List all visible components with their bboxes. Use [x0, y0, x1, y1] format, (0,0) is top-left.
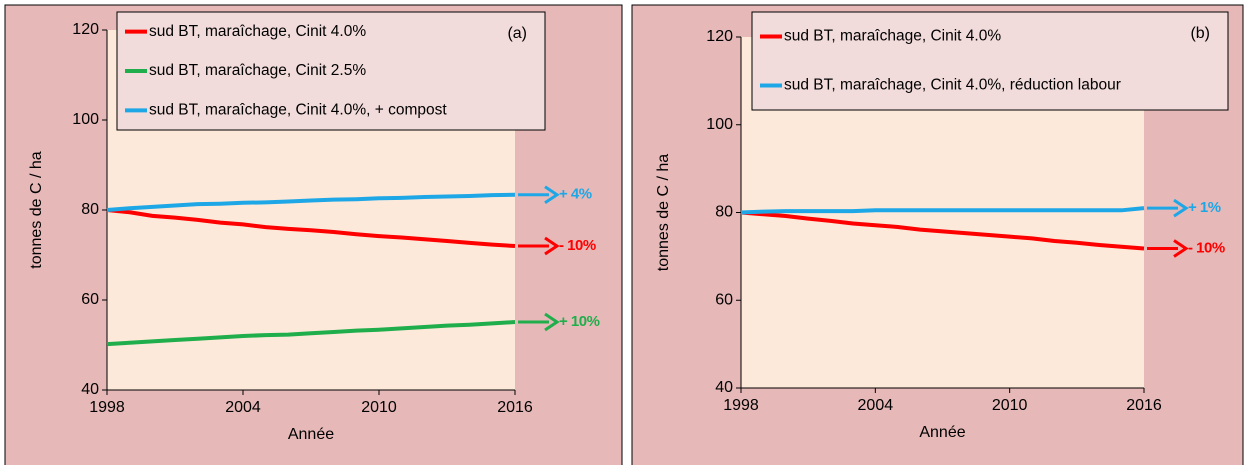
x-tick-label: 2010: [992, 397, 1028, 414]
y-tick-label: 40: [715, 379, 733, 396]
end-label: + 1%: [1188, 199, 1221, 216]
series-line: [106, 192, 516, 212]
x-tick-label: 2004: [225, 399, 261, 416]
end-label: - 10%: [559, 237, 596, 254]
legend-label: sud BT, maraîchage, Cinit 2.5%: [149, 62, 366, 79]
x-tick-label: 1998: [723, 397, 759, 414]
x-tick-label: 2010: [361, 399, 397, 416]
end-label: + 4%: [559, 186, 592, 203]
series-line: [106, 208, 516, 248]
y-axis-label: tonnes de C / ha: [655, 154, 672, 272]
end-label: - 10%: [1188, 239, 1225, 256]
y-tick-label: 120: [706, 28, 733, 45]
y-tick-label: 100: [706, 116, 733, 133]
y-axis-label: tonnes de C / ha: [28, 151, 45, 269]
arrow-head: [544, 236, 560, 256]
x-axis-label: Année: [919, 424, 965, 441]
y-tick-label: 80: [81, 201, 99, 218]
x-tick-label: 2016: [1126, 397, 1162, 414]
panel-label: (b): [1190, 25, 1210, 42]
series-line: [740, 206, 1145, 215]
y-tick-label: 100: [72, 111, 99, 128]
legend-label: sud BT, maraîchage, Cinit 4.0%, réductio…: [784, 77, 1121, 94]
y-tick-label: 120: [72, 21, 99, 38]
y-tick-label: 60: [715, 291, 733, 308]
y-tick-label: 40: [81, 381, 99, 398]
legend-label: sud BT, maraîchage, Cinit 4.0%: [149, 23, 366, 40]
x-axis-label: Année: [288, 426, 334, 443]
x-tick-label: 1998: [89, 399, 125, 416]
panel-label: (a): [507, 25, 527, 42]
legend-box: [116, 11, 546, 131]
x-tick-label: 2004: [858, 397, 894, 414]
arrow-head: [544, 312, 560, 332]
series-line: [740, 210, 1145, 251]
x-tick-label: 2016: [497, 399, 533, 416]
arrow-head: [544, 185, 560, 204]
y-tick-label: 80: [715, 204, 733, 221]
legend-label: sud BT, maraîchage, Cinit 4.0%: [784, 28, 1001, 45]
arrow-head: [1173, 239, 1189, 258]
series-line: [106, 320, 516, 347]
end-label: + 10%: [559, 313, 600, 330]
arrow-head: [1173, 198, 1189, 218]
y-tick-label: 60: [81, 291, 99, 308]
legend-label: sud BT, maraîchage, Cinit 4.0%, + compos…: [149, 101, 447, 118]
legend-box: [751, 11, 1229, 111]
